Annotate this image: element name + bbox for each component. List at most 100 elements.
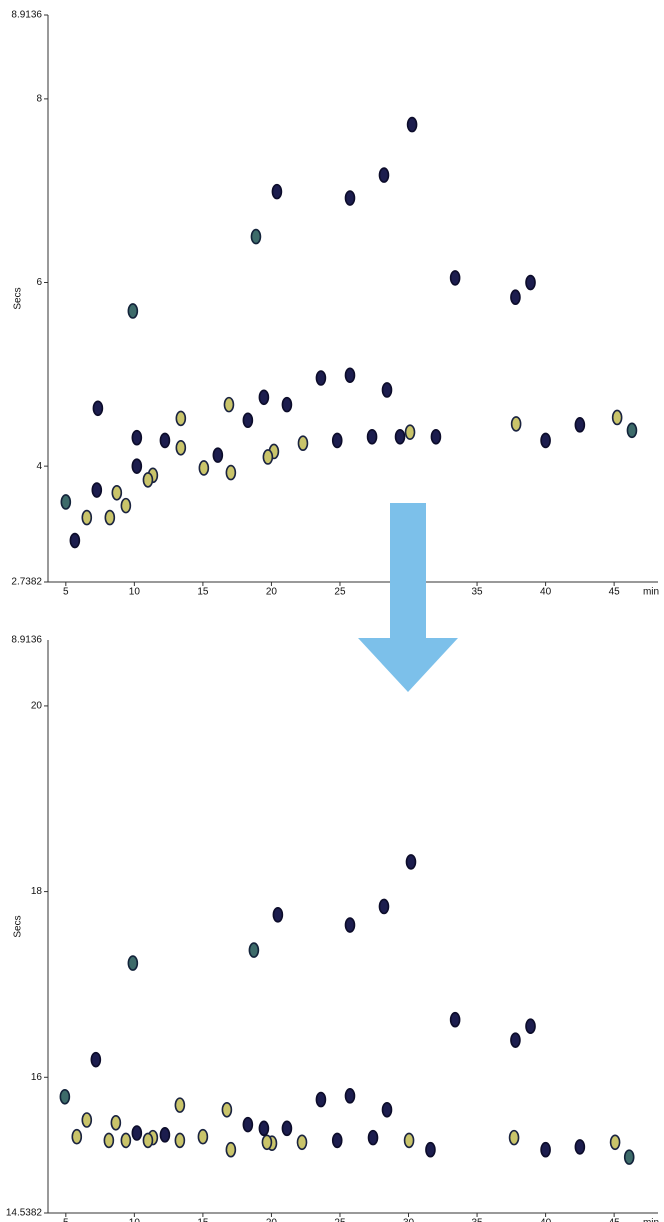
peak-spot bbox=[103, 1132, 115, 1149]
peak-spot bbox=[159, 432, 171, 449]
peak-spot bbox=[71, 1128, 83, 1145]
peak-spot bbox=[540, 432, 551, 449]
peak-spot bbox=[281, 1120, 293, 1137]
peak-spot bbox=[127, 955, 139, 971]
peak-spot bbox=[272, 907, 284, 923]
peak-spot bbox=[344, 1088, 356, 1104]
peak-spot bbox=[296, 1134, 308, 1151]
peak-spot bbox=[248, 942, 260, 958]
peak-spot bbox=[403, 1132, 415, 1149]
peak-spot bbox=[175, 439, 187, 456]
peak-spot bbox=[159, 1127, 171, 1143]
y-tick-label: 8 bbox=[36, 94, 42, 105]
peak-spot bbox=[59, 1088, 71, 1105]
y-tick-label: 4 bbox=[36, 461, 42, 472]
peak-spot bbox=[315, 1091, 327, 1108]
peak-spot bbox=[221, 1101, 233, 1118]
peak-spot bbox=[367, 1129, 379, 1146]
x-tick-label: 20 bbox=[266, 587, 278, 598]
peak-spot bbox=[242, 412, 254, 429]
x-tick-label: 20 bbox=[266, 1218, 278, 1222]
peak-spot bbox=[131, 429, 143, 446]
peak-spot bbox=[142, 1132, 154, 1149]
peak-spot bbox=[111, 484, 123, 501]
peak-spot bbox=[366, 428, 378, 445]
x-tick-label: 45 bbox=[609, 587, 621, 598]
peak-spot bbox=[142, 472, 154, 488]
peak-spot bbox=[344, 190, 356, 206]
peak-spot bbox=[174, 1132, 186, 1149]
peak-spot bbox=[405, 854, 417, 870]
x-tick-label: 5 bbox=[63, 1218, 69, 1222]
peak-spot bbox=[510, 416, 522, 432]
peak-spot bbox=[525, 274, 536, 291]
peak-spot bbox=[344, 367, 356, 384]
peak-spot bbox=[540, 1141, 551, 1158]
peak-spot bbox=[609, 1134, 621, 1151]
peak-spot bbox=[197, 1128, 209, 1145]
y-axis-label: Secs bbox=[13, 287, 24, 309]
peak-spot bbox=[81, 1112, 93, 1128]
peak-spot bbox=[127, 303, 139, 319]
peak-spot bbox=[574, 417, 586, 433]
arrow-head bbox=[358, 638, 458, 692]
peak-spot bbox=[104, 509, 116, 526]
peak-spot bbox=[344, 917, 356, 933]
peak-spot bbox=[223, 396, 235, 413]
peak-spot bbox=[90, 1051, 102, 1068]
peak-spot bbox=[430, 428, 442, 445]
x-tick-label: 25 bbox=[334, 587, 346, 598]
peak-spot bbox=[378, 898, 390, 915]
peak-spot bbox=[378, 167, 390, 183]
peak-spot bbox=[60, 494, 72, 510]
peak-spot bbox=[198, 460, 210, 476]
peak-spot bbox=[381, 1101, 393, 1118]
peak-spot bbox=[404, 424, 416, 440]
x-tick-label: 35 bbox=[471, 587, 483, 598]
peak-spot bbox=[225, 464, 237, 481]
peak-spot bbox=[250, 228, 262, 245]
peak-spot bbox=[212, 447, 224, 463]
peak-spot bbox=[525, 1018, 536, 1035]
y-tick-label: 14.5382 bbox=[6, 1208, 43, 1219]
x-tick-label: 15 bbox=[197, 587, 209, 598]
peak-spot bbox=[271, 183, 283, 200]
x-unit: min bbox=[643, 1218, 659, 1222]
x-tick-label: 5 bbox=[63, 587, 69, 598]
x-tick-label: 30 bbox=[403, 1218, 415, 1222]
y-tick-label: 16 bbox=[31, 1072, 43, 1083]
y-tick-label: 8.9136 bbox=[11, 10, 42, 21]
peak-spot bbox=[315, 370, 327, 386]
peak-spot bbox=[626, 422, 638, 439]
peak-spot bbox=[81, 509, 93, 526]
x-tick-label: 45 bbox=[609, 1218, 621, 1222]
y-tick-label: 6 bbox=[36, 277, 42, 288]
peak-spot bbox=[508, 1129, 520, 1146]
peak-spot bbox=[449, 1011, 461, 1028]
peak-spot bbox=[262, 449, 274, 465]
peak-spot bbox=[394, 428, 406, 445]
y-tick-label: 20 bbox=[31, 701, 43, 712]
peak-spot bbox=[381, 382, 393, 398]
peak-spot bbox=[120, 497, 132, 514]
x-tick-label: 15 bbox=[197, 1218, 209, 1222]
peak-spot bbox=[449, 270, 461, 286]
x-tick-label: 10 bbox=[129, 587, 141, 598]
peak-spot bbox=[69, 532, 81, 549]
x-tick-label: 40 bbox=[540, 587, 552, 598]
peak-spot bbox=[258, 1120, 270, 1137]
peak-spot bbox=[261, 1134, 273, 1151]
peak-spot bbox=[92, 400, 104, 417]
peak-spot bbox=[225, 1141, 237, 1158]
peak-spot bbox=[510, 289, 521, 306]
y-tick-label: 18 bbox=[31, 886, 43, 897]
peak-spot bbox=[406, 116, 418, 133]
y-axis-label: Secs bbox=[13, 915, 24, 937]
peak-spot bbox=[91, 482, 103, 498]
peak-spot bbox=[574, 1139, 586, 1155]
peak-spot bbox=[611, 409, 623, 426]
x-tick-label: 35 bbox=[471, 1218, 483, 1222]
x-unit: min bbox=[643, 587, 659, 598]
